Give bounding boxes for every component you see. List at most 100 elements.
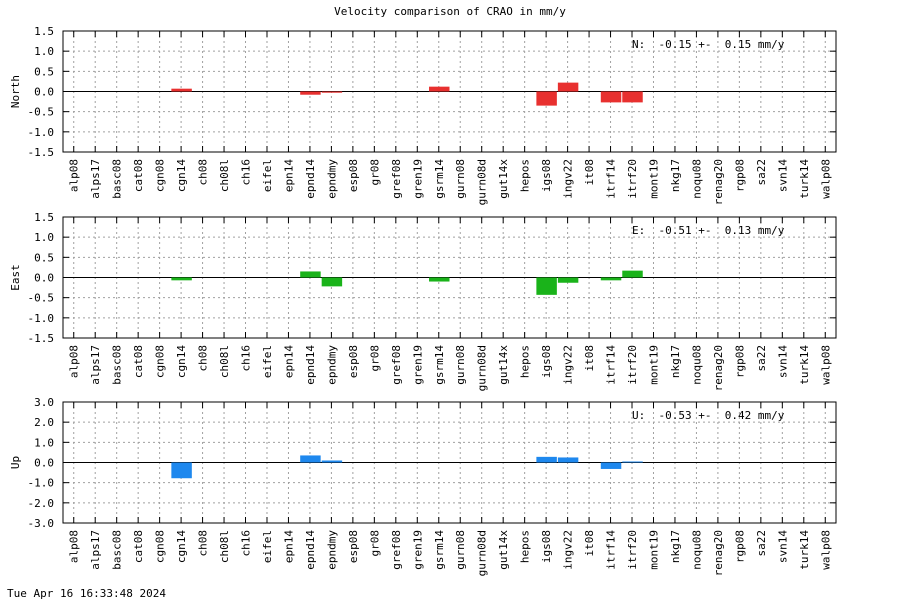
x-tick-label: epn14 (282, 159, 295, 192)
y-tick-label: 0.0 (34, 272, 54, 285)
x-tick-label: gurn08 (454, 530, 467, 570)
x-tick-label: gurn08d (476, 345, 489, 391)
y-tick-label: 3.0 (34, 396, 54, 409)
bar-igs08 (536, 277, 557, 295)
x-tick-label: ingv22 (562, 159, 575, 199)
bar-ingv22 (557, 82, 579, 92)
x-tick-label: basc08 (111, 530, 124, 570)
x-tick-label: gren19 (411, 159, 424, 199)
x-tick-label: gren19 (411, 530, 424, 570)
x-tick-label: turk14 (798, 345, 811, 385)
x-tick-label: alp08 (68, 159, 81, 192)
x-tick-label: sa22 (755, 159, 768, 186)
x-tick-label: igs08 (540, 159, 553, 192)
x-tick-label: cgn08 (154, 159, 167, 192)
bar-itrf14 (600, 277, 622, 281)
x-tick-label: svn14 (776, 530, 789, 563)
x-tick-label: gr08 (368, 159, 381, 186)
x-tick-label: cgn14 (175, 345, 188, 378)
x-tick-label: gr08 (368, 530, 381, 557)
x-tick-label: mont19 (647, 159, 660, 199)
x-tick-label: gut14x (497, 530, 510, 570)
x-tick-label: esp08 (347, 345, 360, 378)
y-tick-label: 0.0 (34, 457, 54, 470)
bar-igs08 (536, 456, 557, 463)
x-tick-label: cgn14 (175, 159, 188, 192)
x-tick-label: ch08 (197, 159, 210, 186)
x-tick-label: svn14 (776, 159, 789, 192)
plot-frame (62, 401, 837, 524)
x-tick-label: gurn08d (476, 530, 489, 576)
x-tick-label: esp08 (347, 159, 360, 192)
x-tick-label: epndmy (325, 530, 338, 570)
x-tick-label: epnd14 (304, 530, 317, 570)
x-tick-label: it08 (583, 159, 596, 186)
x-tick-label: it08 (583, 530, 596, 557)
x-tick-label: alp08 (68, 530, 81, 563)
y-tick-label: 0.5 (34, 251, 54, 264)
x-tick-label: alp08 (68, 345, 81, 378)
bar-ingv22 (557, 457, 579, 463)
x-tick-label: esp08 (347, 530, 360, 563)
x-tick-label: gurn08 (454, 345, 467, 385)
x-tick-label: ch16 (240, 345, 253, 372)
x-tick-label: hepos (519, 159, 532, 192)
x-tick-label: sa22 (755, 530, 768, 557)
chart-panel-east: 1.5 1.0 0.5 0.0 -0.5 -1.0 -1.5 alp08 alps17 basc0… (9, 211, 837, 391)
bar-epnd14 (300, 91, 321, 95)
x-tick-label: ch16 (240, 159, 253, 186)
y-tick-label: -0.5 (28, 106, 55, 119)
x-tick-label: nkg17 (669, 345, 682, 378)
y-axis-label: Up (9, 456, 22, 469)
x-tick-label: basc08 (111, 345, 124, 385)
x-tick-label: itrf14 (605, 159, 618, 199)
x-tick-label: rgp08 (733, 530, 746, 563)
x-tick-label: mont19 (647, 530, 660, 570)
y-tick-label: -1.0 (28, 126, 55, 139)
y-tick-label: 1.0 (34, 231, 54, 244)
x-tick-label: noqu08 (690, 345, 703, 385)
y-tick-label: 1.5 (34, 25, 54, 38)
y-tick-label: -1.0 (28, 477, 55, 490)
x-tick-label: renag20 (712, 530, 725, 576)
timestamp: Tue Apr 16 16:33:48 2024 (7, 587, 166, 600)
x-tick-label: gr08 (368, 345, 381, 372)
x-tick-label: epnd14 (304, 345, 317, 385)
y-tick-label: -3.0 (28, 517, 55, 530)
x-tick-label: hepos (519, 345, 532, 378)
x-tick-label: rgp08 (733, 159, 746, 192)
y-tick-label: -1.5 (28, 332, 55, 345)
x-tick-label: ch08 (197, 530, 210, 557)
y-tick-label: 0.5 (34, 65, 54, 78)
bar-itrf20 (622, 461, 643, 463)
bar-epnd14 (300, 271, 321, 278)
x-tick-label: gren19 (411, 345, 424, 385)
x-tick-label: walp08 (819, 530, 832, 570)
y-tick-label: 1.5 (34, 211, 54, 224)
x-tick-label: cgn08 (154, 530, 167, 563)
bar-igs08 (536, 91, 557, 106)
x-tick-label: noqu08 (690, 530, 703, 570)
x-tick-label: gref08 (390, 345, 403, 385)
bar-gsrm14 (429, 277, 450, 282)
x-tick-label: epndmy (325, 345, 338, 385)
x-tick-label: renag20 (712, 345, 725, 391)
y-tick-label: -1.5 (28, 146, 55, 159)
x-tick-label: cat08 (132, 159, 145, 192)
y-axis-label: North (9, 75, 22, 108)
stats-annotation: U: -0.53 +- 0.42 mm/y (632, 409, 785, 422)
x-tick-label: turk14 (798, 159, 811, 199)
x-tick-label: ch08l (218, 530, 231, 563)
x-tick-label: it08 (583, 345, 596, 372)
x-tick-label: ingv22 (562, 530, 575, 570)
x-tick-label: mont19 (647, 345, 660, 385)
x-tick-label: epnd14 (304, 159, 317, 199)
x-tick-label: sa22 (755, 345, 768, 372)
y-tick-label: 1.0 (34, 45, 54, 58)
x-tick-label: renag20 (712, 159, 725, 205)
bar-cgn14 (171, 88, 192, 92)
x-tick-label: ch08l (218, 159, 231, 192)
x-tick-label: gut14x (497, 159, 510, 199)
x-tick-label: cgn08 (154, 345, 167, 378)
x-tick-label: itrf14 (605, 530, 618, 570)
